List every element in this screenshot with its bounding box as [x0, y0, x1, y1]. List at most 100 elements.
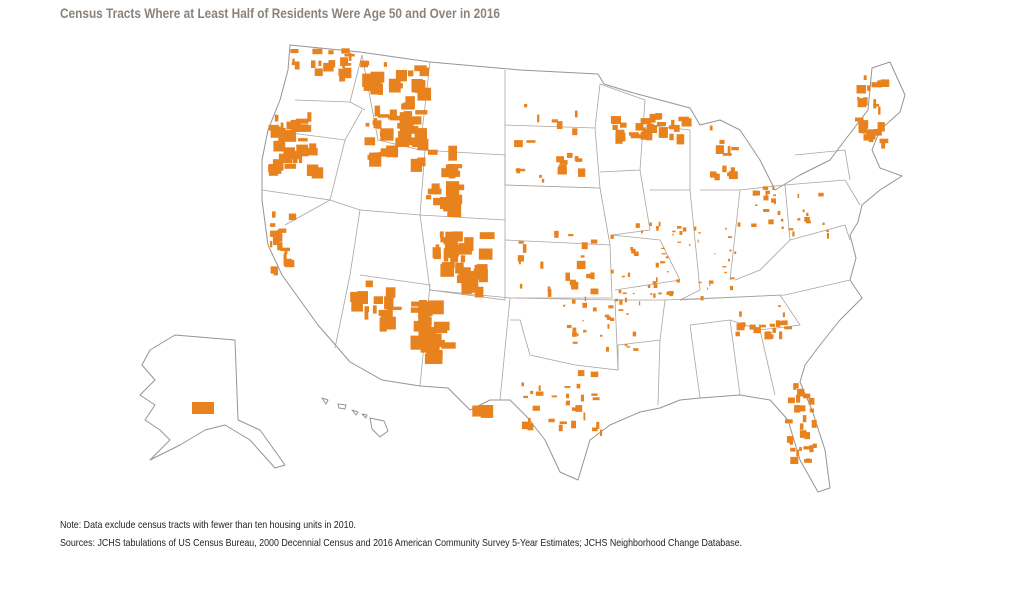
tract [729, 249, 732, 252]
tract [575, 158, 583, 162]
tract [376, 124, 382, 129]
tract [635, 223, 640, 228]
tract [677, 226, 682, 229]
tract [725, 227, 727, 230]
tract [395, 83, 403, 89]
tract [592, 397, 600, 401]
tract [431, 183, 440, 192]
tract [618, 309, 624, 311]
tract [572, 128, 578, 136]
tract [370, 71, 385, 83]
tract [192, 402, 214, 414]
tract [580, 394, 584, 402]
tract [728, 258, 730, 262]
tract [592, 307, 597, 312]
alaska [139, 334, 286, 469]
tract [581, 242, 588, 250]
tract [762, 186, 769, 190]
tract [572, 331, 577, 337]
tract [610, 234, 614, 239]
tract [364, 308, 369, 320]
tract [759, 324, 766, 328]
tract [881, 142, 886, 149]
tract [328, 50, 334, 55]
tract [424, 353, 443, 364]
tract [270, 223, 276, 227]
tract [291, 61, 295, 66]
tract [519, 283, 523, 289]
tract [295, 123, 299, 127]
tract [388, 82, 394, 90]
tract [386, 145, 399, 158]
sources: Sources: JCHS tabulations of US Census B… [60, 537, 742, 549]
tract [539, 174, 542, 178]
tract [535, 391, 544, 396]
tract [556, 156, 564, 163]
tract [790, 447, 796, 452]
tract [399, 123, 410, 135]
tract [656, 226, 659, 229]
tract [826, 233, 829, 239]
tract [656, 226, 659, 231]
tract [548, 418, 555, 423]
tract [628, 132, 639, 136]
tract [797, 193, 800, 198]
tract [658, 221, 661, 227]
tract [433, 197, 443, 206]
tract [676, 134, 685, 145]
tract [818, 192, 824, 197]
tract [554, 230, 559, 238]
tract [590, 239, 598, 244]
tract [515, 168, 526, 172]
tract [270, 266, 278, 274]
tract [653, 284, 658, 288]
alaska-outline [139, 334, 286, 469]
tract [806, 212, 809, 217]
tract [620, 122, 627, 128]
tract [656, 122, 666, 126]
tract [781, 320, 788, 326]
tract [388, 78, 401, 93]
tract [364, 86, 379, 90]
tract [314, 68, 323, 76]
tract [367, 154, 379, 160]
tract [619, 299, 623, 305]
tract [781, 226, 784, 229]
tract [803, 446, 811, 450]
tract [408, 119, 419, 123]
tract [811, 419, 817, 428]
tract [797, 218, 801, 221]
tract [689, 244, 691, 246]
tract [521, 382, 524, 387]
tract [676, 279, 680, 283]
tract [373, 118, 378, 129]
tract [417, 157, 426, 167]
tract [292, 150, 298, 164]
tract [586, 273, 593, 279]
tract [630, 134, 642, 139]
tract [857, 96, 860, 101]
tract [698, 232, 701, 234]
tract [709, 125, 713, 131]
tract [626, 313, 629, 315]
tract [753, 327, 761, 334]
tract [634, 251, 639, 256]
tract [584, 296, 587, 302]
tract [804, 217, 810, 222]
tract [353, 292, 358, 300]
tract [278, 228, 287, 233]
tract [784, 326, 792, 330]
tract [877, 80, 882, 88]
tract [649, 118, 656, 123]
tract [793, 383, 799, 389]
tract [475, 407, 489, 416]
tract [764, 331, 772, 340]
tract [441, 342, 456, 349]
tract [461, 281, 472, 295]
tract [395, 70, 407, 82]
tract [274, 114, 279, 122]
tract [787, 397, 795, 404]
tract [571, 420, 576, 429]
tract [788, 228, 794, 231]
tract [288, 213, 297, 221]
